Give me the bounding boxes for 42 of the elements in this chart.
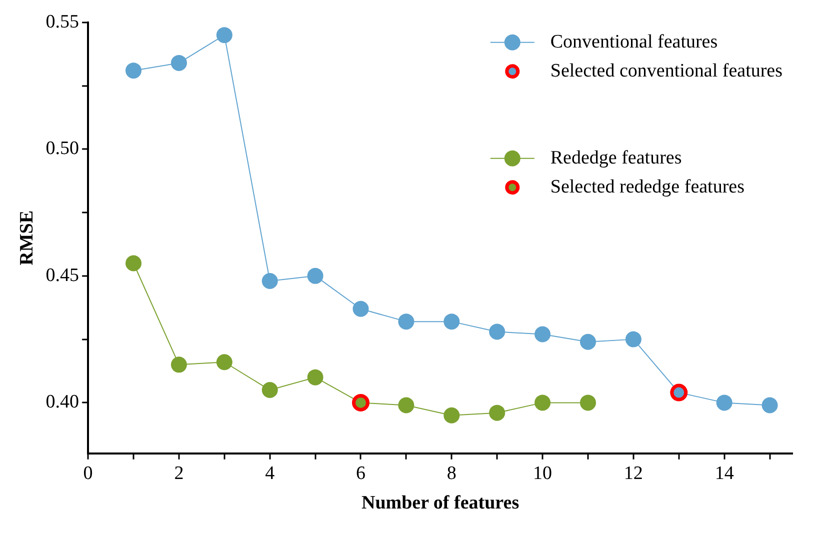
point <box>534 394 551 411</box>
point <box>216 354 232 370</box>
point <box>398 314 414 330</box>
legend-label: Rededge features <box>550 147 682 168</box>
point <box>216 27 232 44</box>
x-tick-label: 12 <box>624 462 643 484</box>
point <box>352 300 369 317</box>
point <box>762 397 778 414</box>
y-tick-label: 0.50 <box>46 138 80 160</box>
point <box>444 314 460 330</box>
y-tick-label: 0.45 <box>46 264 80 286</box>
point <box>534 326 551 342</box>
y-tick-label: 0.55 <box>46 11 80 32</box>
point <box>489 404 506 421</box>
legend-label: Selected rededge features <box>550 176 745 198</box>
point <box>444 407 460 424</box>
point <box>262 382 278 398</box>
point <box>580 334 596 350</box>
point <box>126 255 142 272</box>
x-tick-label: 2 <box>174 462 184 484</box>
point <box>262 273 278 289</box>
point <box>307 369 324 386</box>
point <box>307 268 324 284</box>
legend-label: Selected conventional features <box>550 60 783 82</box>
point <box>170 54 187 71</box>
point <box>398 397 414 414</box>
point <box>126 62 142 79</box>
x-tick-label: 8 <box>446 462 456 484</box>
point <box>580 394 596 411</box>
x-tick-label: 0 <box>83 462 93 484</box>
y-axis-title: RMSE <box>16 210 38 266</box>
point <box>489 324 506 340</box>
x-axis-title: Number of features <box>361 492 520 514</box>
point <box>170 356 187 373</box>
x-tick-label: 10 <box>533 462 552 484</box>
legend-label: Conventional features <box>550 31 718 52</box>
x-tick-label: 4 <box>265 462 276 484</box>
point <box>716 394 732 411</box>
y-tick-label: 0.40 <box>46 392 80 413</box>
x-tick-label: 6 <box>356 462 366 484</box>
x-tick-label: 14 <box>714 462 734 484</box>
point <box>625 331 642 348</box>
